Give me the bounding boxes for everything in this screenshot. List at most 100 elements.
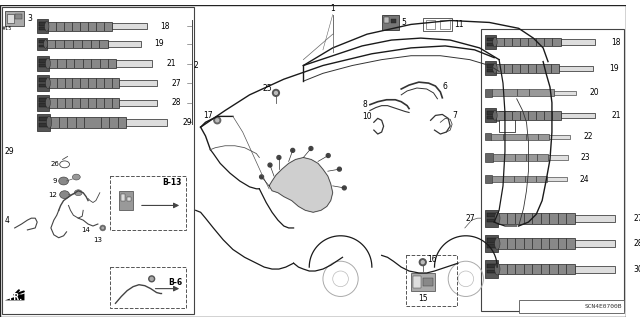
- Bar: [487, 111, 494, 115]
- Bar: [39, 84, 47, 87]
- Bar: [526, 134, 527, 140]
- Bar: [566, 213, 567, 224]
- Bar: [492, 134, 550, 140]
- Text: #15: #15: [2, 26, 12, 31]
- Bar: [557, 264, 559, 274]
- Bar: [413, 276, 420, 288]
- Text: 29: 29: [182, 118, 192, 127]
- Circle shape: [216, 119, 219, 122]
- Bar: [49, 78, 50, 88]
- Circle shape: [419, 259, 426, 266]
- Bar: [499, 110, 515, 132]
- Bar: [109, 176, 186, 230]
- Bar: [485, 61, 496, 76]
- Bar: [80, 78, 81, 88]
- Circle shape: [148, 276, 155, 282]
- Text: 27: 27: [634, 214, 640, 223]
- Bar: [525, 175, 526, 182]
- Bar: [487, 238, 497, 243]
- Text: 1: 1: [330, 4, 335, 13]
- Text: 11: 11: [454, 20, 463, 29]
- Bar: [104, 22, 105, 31]
- Bar: [520, 111, 521, 120]
- Bar: [2, 7, 194, 314]
- Bar: [512, 64, 513, 73]
- Bar: [120, 100, 157, 106]
- Bar: [487, 43, 494, 46]
- Bar: [72, 78, 74, 88]
- Text: 19: 19: [609, 64, 619, 73]
- Text: 12: 12: [48, 192, 57, 198]
- Circle shape: [101, 226, 104, 229]
- Circle shape: [291, 148, 294, 152]
- Circle shape: [326, 153, 330, 158]
- Bar: [101, 117, 102, 128]
- Ellipse shape: [60, 191, 70, 199]
- Ellipse shape: [493, 37, 497, 47]
- Bar: [524, 238, 525, 249]
- Bar: [381, 15, 399, 30]
- Bar: [39, 78, 47, 82]
- Bar: [88, 78, 89, 88]
- Ellipse shape: [72, 174, 80, 180]
- Bar: [111, 98, 113, 108]
- Text: 27: 27: [172, 78, 181, 88]
- Bar: [512, 38, 513, 47]
- Bar: [91, 40, 92, 48]
- Bar: [499, 238, 575, 249]
- Text: 16: 16: [428, 255, 437, 264]
- Bar: [554, 91, 576, 95]
- Circle shape: [337, 167, 341, 171]
- Text: 4: 4: [5, 216, 10, 225]
- Bar: [499, 213, 575, 224]
- Text: 18: 18: [160, 22, 170, 31]
- Bar: [487, 213, 497, 217]
- Bar: [518, 300, 625, 313]
- Bar: [96, 22, 97, 31]
- Bar: [15, 14, 22, 19]
- Bar: [536, 175, 537, 182]
- Bar: [538, 134, 539, 140]
- Bar: [493, 153, 494, 161]
- Bar: [504, 153, 505, 161]
- Bar: [520, 64, 521, 73]
- Bar: [485, 133, 492, 140]
- Bar: [537, 153, 538, 161]
- Bar: [503, 175, 504, 182]
- Circle shape: [421, 261, 424, 264]
- Text: 25: 25: [262, 84, 272, 93]
- Bar: [496, 64, 559, 73]
- Bar: [109, 117, 111, 128]
- Bar: [566, 238, 567, 249]
- Bar: [37, 114, 50, 131]
- Bar: [485, 235, 499, 252]
- Text: 21: 21: [611, 111, 621, 120]
- Bar: [108, 41, 141, 47]
- Text: B-13: B-13: [163, 178, 182, 187]
- Ellipse shape: [495, 263, 500, 275]
- Bar: [487, 270, 497, 273]
- Bar: [39, 123, 48, 127]
- Bar: [38, 45, 45, 47]
- Bar: [64, 40, 65, 48]
- Bar: [485, 153, 493, 162]
- Circle shape: [277, 156, 281, 160]
- Bar: [88, 98, 89, 108]
- Bar: [120, 80, 157, 86]
- Text: SCN4E0700B: SCN4E0700B: [585, 304, 622, 309]
- Ellipse shape: [495, 238, 500, 249]
- Bar: [566, 264, 567, 274]
- Text: B-6: B-6: [168, 278, 182, 287]
- Bar: [559, 66, 593, 71]
- Bar: [39, 98, 47, 102]
- Ellipse shape: [45, 58, 51, 69]
- Bar: [514, 175, 515, 182]
- Text: 30: 30: [634, 264, 640, 274]
- Text: 29: 29: [5, 147, 15, 156]
- Circle shape: [268, 163, 272, 167]
- Bar: [47, 40, 108, 48]
- Bar: [532, 213, 533, 224]
- Bar: [541, 90, 542, 96]
- Bar: [39, 64, 47, 67]
- Bar: [426, 19, 435, 29]
